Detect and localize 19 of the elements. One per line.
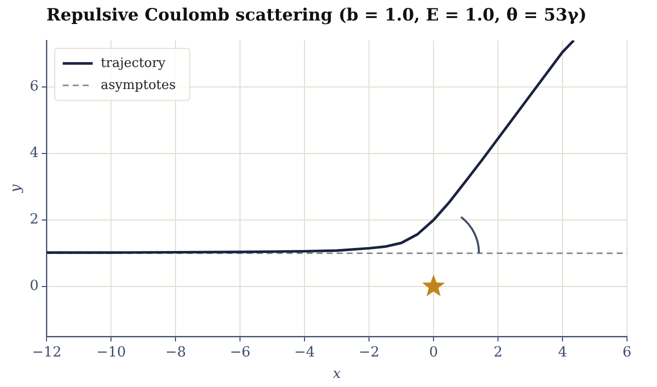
y-tick-label: 2 (30, 212, 39, 228)
x-tick-label: −12 (32, 344, 62, 360)
x-tick-label: 4 (558, 344, 568, 360)
y-axis-title: y (8, 183, 24, 194)
chart-title: Repulsive Coulomb scattering (b = 1.0, E = 1.0, θ = 53γ) (46, 6, 587, 26)
x-tick-label: 0 (429, 344, 438, 360)
x-axis-title: x (332, 366, 341, 382)
x-tick-label: −6 (230, 344, 251, 360)
y-tick-label: 6 (30, 78, 39, 95)
y-tick-label: 0 (30, 278, 39, 294)
x-tick-label: −4 (294, 344, 316, 360)
legend-label: asymptotes (100, 78, 176, 93)
y-tick-label: 4 (30, 145, 39, 162)
x-tick-label: 2 (494, 344, 503, 360)
legend-label: trajectory (100, 56, 166, 71)
x-tick-label: −2 (358, 344, 380, 360)
x-tick-label: −10 (96, 344, 126, 360)
x-tick-label: 6 (622, 344, 632, 360)
x-tick-label: −8 (165, 344, 186, 360)
